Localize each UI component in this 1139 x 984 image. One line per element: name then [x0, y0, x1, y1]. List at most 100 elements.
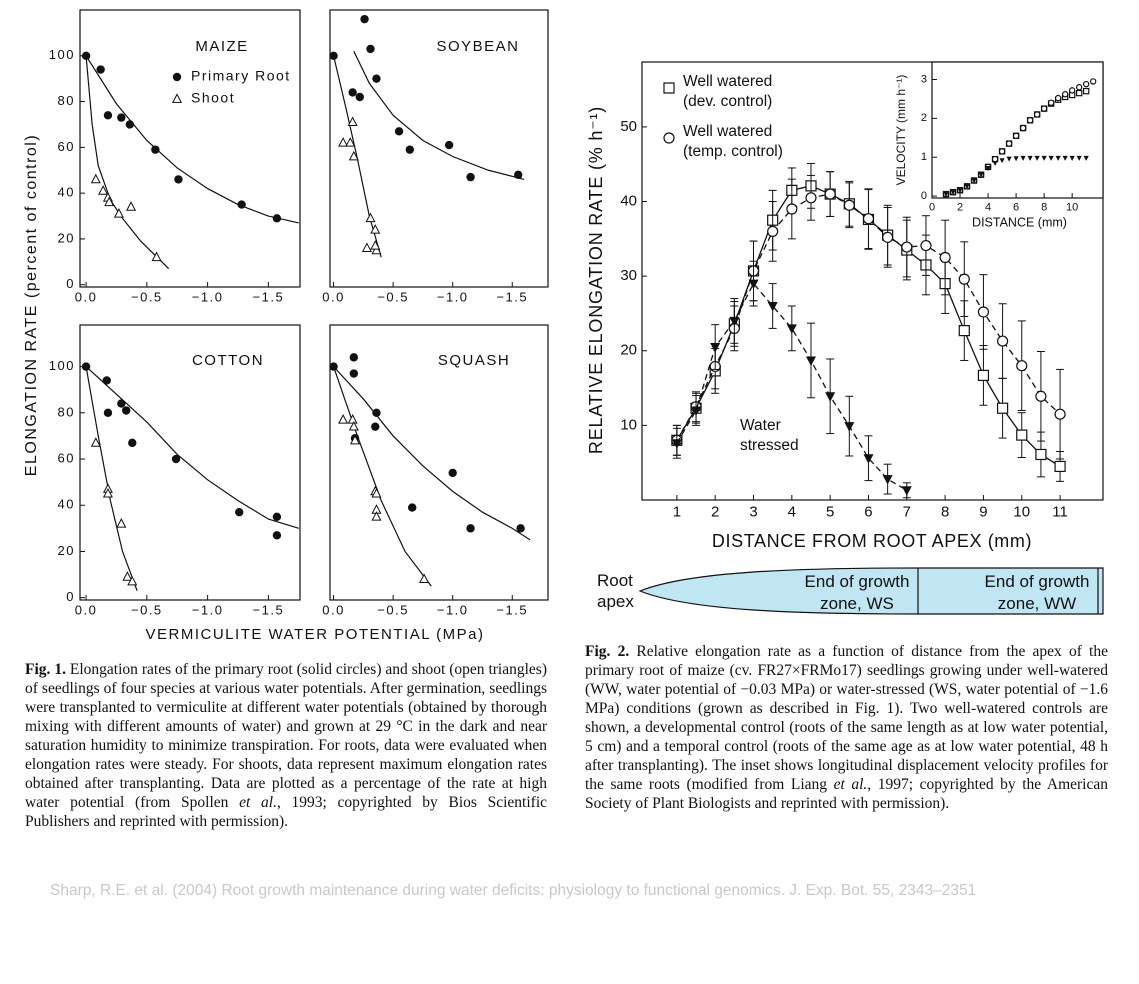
data-point	[1069, 155, 1075, 161]
root-apex-label: Root apex	[597, 571, 634, 611]
data-point	[1082, 87, 1090, 95]
x-tick-label: 10	[1066, 201, 1078, 213]
data-point	[978, 172, 984, 178]
data-point	[950, 190, 956, 196]
x-tick-label: −1.5	[253, 602, 285, 617]
data-point	[1006, 156, 1012, 162]
data-point	[1026, 117, 1034, 124]
inset-frame	[931, 61, 1104, 199]
data-point	[514, 170, 523, 180]
data-point	[958, 325, 970, 337]
y-tick-label: 3	[921, 73, 927, 85]
data-point	[1040, 105, 1048, 112]
data-point	[171, 454, 181, 464]
data-point	[370, 224, 381, 234]
data-point	[671, 439, 682, 449]
fit-curve	[353, 50, 525, 180]
data-point	[407, 503, 417, 512]
x-tick-label: 6	[1013, 201, 1019, 213]
data-point	[329, 51, 338, 60]
x-tick-label: −1.0	[192, 289, 224, 304]
data-point	[957, 188, 963, 194]
data-point	[365, 212, 376, 223]
data-point	[748, 279, 759, 290]
data-point	[1016, 360, 1028, 372]
fit-curve	[85, 366, 299, 529]
data-point	[116, 518, 127, 528]
data-point	[370, 240, 381, 250]
data-point	[349, 353, 359, 362]
legend-label: Well watered (dev. control)	[683, 73, 773, 110]
data-point	[98, 185, 109, 195]
fig2-caption: Fig. 2. Relative elongation rate as a fu…	[585, 642, 1108, 813]
legend-label: Primary Root	[191, 68, 291, 84]
fit-curve	[85, 366, 138, 591]
x-tick-label: 0.0	[75, 289, 98, 304]
data-point	[272, 214, 282, 223]
data-point	[347, 116, 358, 127]
data-point	[1027, 155, 1033, 161]
fig2-y-label: RELATIVE ELONGATION RATE (% h⁻¹)	[586, 106, 606, 454]
data-point	[347, 414, 358, 424]
data-point	[1054, 408, 1066, 420]
y-tick-label: 2	[921, 112, 927, 124]
data-point	[1005, 140, 1013, 147]
data-point	[361, 242, 372, 252]
fig2-x-label: DISTANCE FROM ROOT APEX (mm)	[712, 531, 1032, 551]
fit-curve	[333, 366, 432, 587]
data-point	[992, 160, 998, 166]
data-point	[1082, 80, 1090, 88]
data-point	[1048, 155, 1054, 161]
plot-frame	[79, 324, 301, 601]
legend-marker	[663, 82, 675, 94]
data-point	[516, 524, 525, 533]
panel-title: SQUASH	[438, 352, 510, 369]
data-point	[444, 140, 454, 150]
data-point	[103, 111, 113, 120]
fig1-y-label: ELONGATION RATE (percent of control)	[23, 134, 40, 476]
data-point	[372, 74, 381, 83]
y-tick-label: 60	[58, 450, 75, 465]
data-point	[151, 145, 160, 154]
fig1-caption: Fig. 1. Elongation rates of the primary …	[25, 660, 547, 831]
data-point	[805, 356, 816, 366]
data-point	[1062, 155, 1068, 161]
panel-title: COTTON	[192, 352, 264, 369]
fit-curve	[333, 366, 531, 541]
x-tick-label: −1.5	[496, 602, 528, 617]
data-point	[767, 225, 779, 237]
x-tick-label: 8	[941, 504, 949, 521]
data-point	[882, 231, 894, 243]
data-point	[104, 196, 115, 207]
data-point	[939, 251, 951, 264]
legend-marker	[663, 132, 675, 144]
data-point	[964, 184, 970, 190]
data-point	[691, 406, 702, 416]
data-point	[1016, 429, 1028, 441]
data-point	[1034, 155, 1040, 161]
citation: Sharp, R.E. et al. (2004) Root growth ma…	[50, 882, 977, 899]
x-tick-label: 8	[1041, 201, 1047, 213]
x-tick-label: −0.5	[377, 289, 409, 304]
data-point	[863, 454, 874, 464]
x-tick-label: 6	[864, 504, 872, 521]
data-point	[126, 201, 137, 211]
data-point	[1068, 87, 1076, 94]
data-point	[338, 137, 349, 147]
data-point	[1033, 111, 1041, 118]
caption-text: Relative elongation rate as a function o…	[585, 643, 1108, 793]
x-tick-label: 1	[673, 504, 681, 521]
data-point	[96, 65, 105, 74]
data-point	[371, 511, 382, 521]
x-tick-label: 5	[826, 504, 834, 521]
data-point	[901, 241, 913, 253]
legend-label: Well watered (temp. control)	[683, 123, 783, 160]
fit-curve	[85, 55, 299, 224]
data-point	[102, 488, 113, 498]
data-point	[1019, 124, 1027, 132]
data-point	[81, 362, 91, 371]
data-point	[729, 316, 740, 327]
data-point	[767, 301, 778, 312]
